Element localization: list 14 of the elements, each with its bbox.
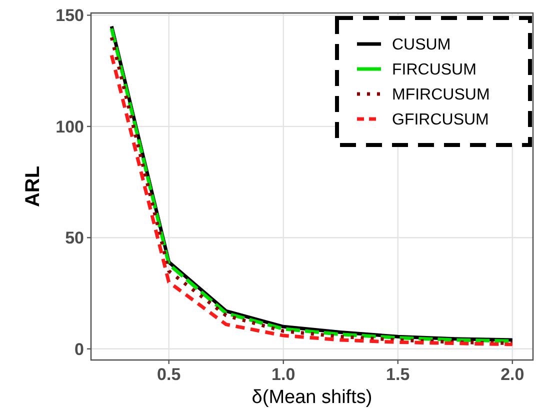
x-tick-label: 1.5 [386,365,410,384]
legend-label: CUSUM [392,36,451,54]
y-tick-label: 0 [74,340,84,359]
x-axis-title: δ(Mean shifts) [252,387,372,408]
y-tick-label: 100 [56,117,84,136]
x-tick-label: 0.5 [157,365,181,384]
legend-label: FIRCUSUM [392,62,476,79]
y-tick-label: 50 [65,228,84,248]
x-tick-label: 2.0 [500,365,524,384]
legend-label: GFIRCUSUM [392,112,489,129]
y-tick-label: 150 [56,6,84,26]
legend-label: MFIRCUSUM [392,86,490,104]
x-tick-label: 1.0 [272,365,296,384]
y-axis-title: ARL [22,166,44,208]
